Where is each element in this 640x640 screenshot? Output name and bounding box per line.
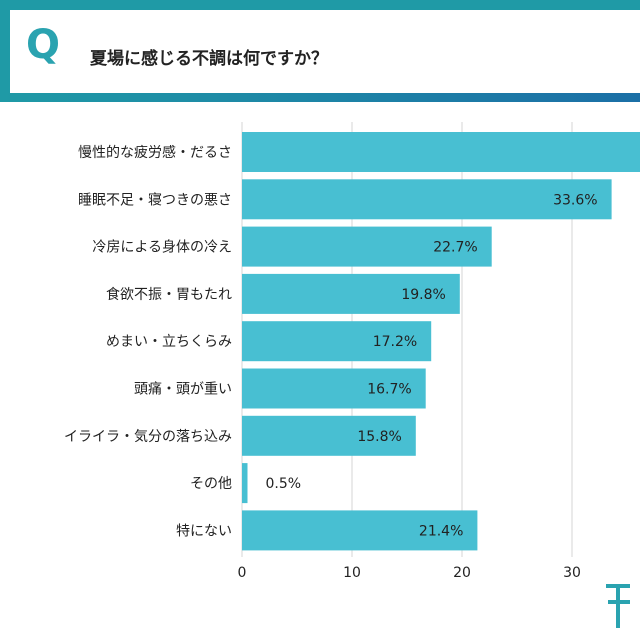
category-label: その他 (190, 476, 232, 492)
x-tick-label: 10 (343, 565, 361, 581)
bar (242, 226, 492, 267)
category-label: めまい・立ちくらみ (106, 334, 232, 350)
bar (242, 179, 612, 220)
value-label: 33.6% (553, 192, 597, 208)
bar (242, 132, 640, 172)
q-icon: Q (26, 22, 61, 68)
brand-logo-icon (606, 584, 630, 628)
x-tick-label: 20 (453, 565, 471, 581)
bar (242, 368, 426, 409)
value-label: 22.7% (433, 240, 477, 256)
category-label: イライラ・気分の落ち込み (64, 429, 232, 445)
value-label: 21.4% (419, 523, 463, 539)
value-label: 17.2% (373, 334, 417, 350)
bar (242, 510, 478, 551)
x-tick-label: 0 (238, 565, 247, 581)
question-header: Q 夏場に感じる不調は何ですか？ (0, 10, 640, 96)
value-label: 0.5% (266, 476, 302, 492)
bar (242, 463, 248, 504)
category-label: 睡眠不足・寝つきの悪さ (78, 191, 232, 208)
value-label: 19.8% (401, 287, 445, 303)
category-label: 食欲不振・胃もたれ (106, 286, 232, 303)
bar (242, 415, 416, 456)
value-label: 15.8% (357, 429, 401, 445)
bar (242, 273, 460, 314)
header-divider (0, 93, 640, 102)
question-text: 夏場に感じる不調は何ですか？ (90, 49, 328, 69)
category-label: 特にない (176, 523, 232, 539)
value-label: 16.7% (367, 382, 411, 398)
category-label: 冷房による身体の冷え (92, 240, 232, 256)
top-accent-bar (0, 0, 640, 10)
bar (242, 321, 432, 362)
category-label: 慢性的な疲労感・だるさ (78, 144, 232, 161)
category-label: 頭痛・頭が重い (134, 381, 232, 398)
x-tick-label: 30 (563, 565, 581, 581)
